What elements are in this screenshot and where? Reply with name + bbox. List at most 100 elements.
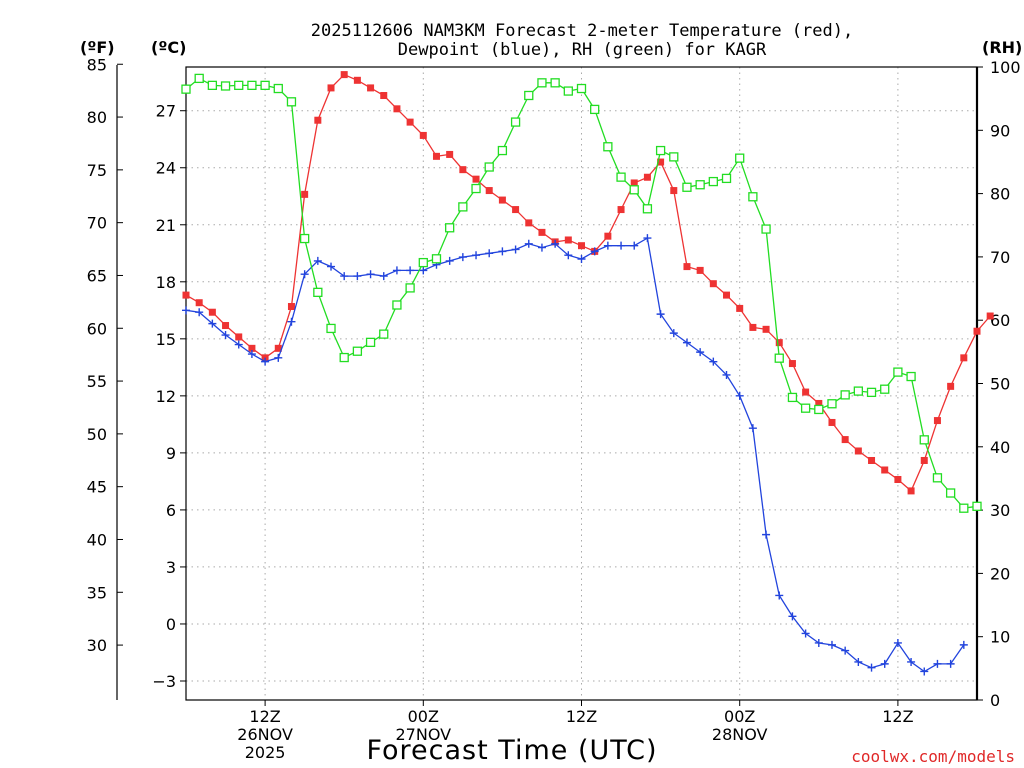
- dewpoint-point: [669, 329, 678, 338]
- temperature-point: [788, 360, 796, 368]
- temperature-point: [353, 76, 361, 84]
- grid-lines: [186, 67, 977, 700]
- x-tick-label: 12Z: [882, 707, 913, 726]
- temperature-point: [670, 187, 678, 195]
- rh-tick-label: 20: [990, 564, 1010, 583]
- temperature-point: [195, 299, 203, 307]
- fahrenheit-tick-label: 55: [87, 372, 107, 391]
- dewpoint-point: [564, 251, 573, 260]
- x-tick-label: 00Z: [408, 707, 439, 726]
- rh-point: [247, 80, 257, 91]
- rh-tick-label: 60: [990, 311, 1010, 330]
- rh-point: [273, 83, 283, 94]
- dewpoint-point: [630, 241, 639, 250]
- rh-point: [326, 323, 336, 334]
- rh-point: [682, 182, 692, 192]
- dewpoint-point: [722, 370, 731, 379]
- dewpoint-point: [801, 629, 810, 638]
- temperature-point: [854, 447, 862, 455]
- temperature-point: [868, 456, 876, 464]
- dewpoint-point: [735, 391, 744, 400]
- temperature-point: [723, 291, 731, 299]
- temperature-point: [736, 304, 744, 312]
- temperature-point: [617, 206, 625, 214]
- fahrenheit-tick-label: 40: [87, 530, 107, 549]
- rh-point: [721, 173, 732, 184]
- temperature-point: [709, 280, 717, 288]
- rh-point: [550, 78, 560, 88]
- x-tick-label: 28NOV: [712, 725, 768, 744]
- dewpoint-point: [353, 272, 362, 281]
- temperature-point: [947, 382, 955, 390]
- dewpoint-point: [643, 234, 652, 243]
- dewpoint-point: [590, 247, 599, 256]
- dewpoint-point: [234, 340, 243, 349]
- dewpoint-point: [603, 241, 612, 250]
- celsius-tick-label: 24: [156, 159, 176, 178]
- dewpoint-point: [195, 308, 204, 317]
- rh-point: [880, 384, 890, 394]
- dewpoint-point: [933, 659, 942, 668]
- rh-point: [906, 371, 916, 382]
- dewpoint-point: [748, 424, 757, 433]
- temperature-point: [222, 322, 230, 330]
- temperature-point: [841, 436, 849, 444]
- dewpoint-point: [867, 663, 876, 672]
- temperature-point: [340, 71, 348, 79]
- celsius-tick-label: 18: [156, 273, 176, 292]
- rh-point: [471, 183, 481, 194]
- fahrenheit-tick-label: 35: [87, 583, 107, 602]
- x-tick-label: 26NOV: [237, 725, 293, 744]
- temperature-point: [459, 166, 467, 174]
- celsius-tick-label: 6: [166, 501, 176, 520]
- rh-point: [972, 501, 982, 511]
- rh-tick-label: 70: [990, 248, 1010, 267]
- rh-point: [405, 283, 415, 293]
- dewpoint-point: [551, 239, 560, 248]
- temperature-point: [683, 263, 691, 271]
- temperature-point: [564, 236, 572, 244]
- dewpoint-point: [419, 266, 428, 275]
- temperature-point: [933, 417, 941, 425]
- dewpoint-point: [313, 256, 322, 265]
- temperature-point: [380, 92, 388, 100]
- rh-point: [893, 367, 903, 377]
- dewpoint-point: [656, 310, 665, 319]
- dewpoint-point: [208, 319, 217, 328]
- dewpoint-point: [709, 357, 718, 366]
- rh-point: [669, 152, 679, 162]
- rh-point: [234, 80, 244, 91]
- rh-point: [418, 257, 428, 268]
- dewpoint-point: [300, 270, 309, 279]
- temperature-point: [314, 116, 322, 124]
- rh-tick-label: 80: [990, 185, 1010, 204]
- rh-point: [814, 404, 824, 415]
- x-tick-label: 2025: [245, 743, 286, 762]
- fahrenheit-unit-label: (ºF): [80, 38, 115, 57]
- rh-point: [708, 176, 718, 187]
- rh-tick-label: 90: [990, 121, 1010, 140]
- temperature-point: [696, 266, 704, 274]
- temperature-point: [419, 131, 427, 139]
- temperature-point: [894, 475, 902, 483]
- temperature-point: [657, 158, 665, 166]
- dewpoint-point: [827, 640, 836, 649]
- rh-point: [365, 337, 376, 348]
- dewpoint-point: [959, 640, 968, 649]
- temperature-point: [182, 291, 190, 299]
- temperature-point: [525, 219, 533, 227]
- celsius-tick-label: 12: [156, 387, 176, 406]
- dewpoint-point: [221, 331, 230, 340]
- temperature-point: [762, 325, 770, 333]
- dewpoint-point: [498, 247, 507, 256]
- temperature-point: [235, 333, 243, 341]
- temperature-point: [432, 152, 440, 160]
- celsius-tick-label: −3: [152, 672, 176, 691]
- dewpoint-point: [485, 249, 494, 258]
- rh-point: [945, 488, 956, 498]
- rh-point: [339, 352, 349, 363]
- rh-point: [207, 80, 218, 91]
- x-tick-label: 00Z: [724, 707, 755, 726]
- dewpoint-point: [537, 243, 546, 252]
- dewpoint-point: [788, 612, 797, 621]
